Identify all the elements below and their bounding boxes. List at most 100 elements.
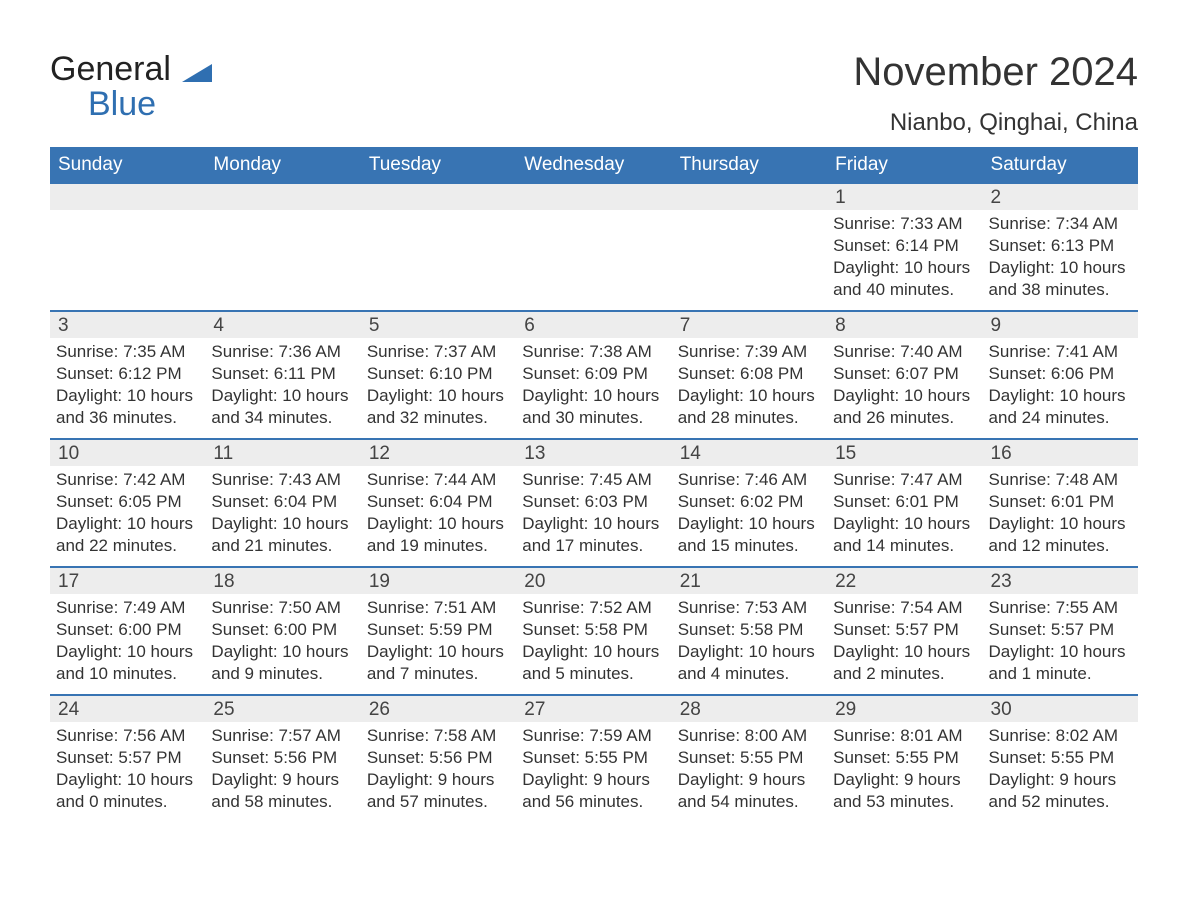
sunrise-text: Sunrise: 7:55 AM xyxy=(989,597,1132,619)
sunrise-text: Sunrise: 7:48 AM xyxy=(989,469,1132,491)
day-cell: 17Sunrise: 7:49 AMSunset: 6:00 PMDayligh… xyxy=(50,568,205,694)
sunrise-text: Sunrise: 7:38 AM xyxy=(522,341,665,363)
sunset-text: Sunset: 5:59 PM xyxy=(367,619,510,641)
day-cell: 8Sunrise: 7:40 AMSunset: 6:07 PMDaylight… xyxy=(827,312,982,438)
sunrise-text: Sunrise: 7:56 AM xyxy=(56,725,199,747)
sunset-text: Sunset: 5:55 PM xyxy=(989,747,1132,769)
sunset-text: Sunset: 6:07 PM xyxy=(833,363,976,385)
sunset-text: Sunset: 5:56 PM xyxy=(367,747,510,769)
dow-sunday: Sunday xyxy=(50,148,205,182)
sunset-text: Sunset: 5:57 PM xyxy=(989,619,1132,641)
day-number: 24 xyxy=(50,696,205,722)
dow-tuesday: Tuesday xyxy=(361,148,516,182)
day-number: 9 xyxy=(983,312,1138,338)
day-number: 27 xyxy=(516,696,671,722)
week-row: 1Sunrise: 7:33 AMSunset: 6:14 PMDaylight… xyxy=(50,182,1138,310)
day-cell: 6Sunrise: 7:38 AMSunset: 6:09 PMDaylight… xyxy=(516,312,671,438)
daylight-text: Daylight: 9 hours and 53 minutes. xyxy=(833,769,976,813)
day-number: 18 xyxy=(205,568,360,594)
day-number: 5 xyxy=(361,312,516,338)
sunrise-text: Sunrise: 7:57 AM xyxy=(211,725,354,747)
sunrise-text: Sunrise: 7:54 AM xyxy=(833,597,976,619)
sunrise-text: Sunrise: 7:45 AM xyxy=(522,469,665,491)
day-cell: 1Sunrise: 7:33 AMSunset: 6:14 PMDaylight… xyxy=(827,184,982,310)
sunset-text: Sunset: 6:04 PM xyxy=(367,491,510,513)
daylight-text: Daylight: 10 hours and 24 minutes. xyxy=(989,385,1132,429)
weeks-container: 1Sunrise: 7:33 AMSunset: 6:14 PMDaylight… xyxy=(50,182,1138,819)
sunset-text: Sunset: 5:56 PM xyxy=(211,747,354,769)
sunset-text: Sunset: 6:00 PM xyxy=(211,619,354,641)
day-cell: 13Sunrise: 7:45 AMSunset: 6:03 PMDayligh… xyxy=(516,440,671,566)
sunrise-text: Sunrise: 7:58 AM xyxy=(367,725,510,747)
day-number: 16 xyxy=(983,440,1138,466)
sunset-text: Sunset: 6:11 PM xyxy=(211,363,354,385)
day-number xyxy=(672,184,827,210)
week-row: 3Sunrise: 7:35 AMSunset: 6:12 PMDaylight… xyxy=(50,310,1138,438)
day-cell: 9Sunrise: 7:41 AMSunset: 6:06 PMDaylight… xyxy=(983,312,1138,438)
daylight-text: Daylight: 10 hours and 26 minutes. xyxy=(833,385,976,429)
week-row: 10Sunrise: 7:42 AMSunset: 6:05 PMDayligh… xyxy=(50,438,1138,566)
day-number: 20 xyxy=(516,568,671,594)
sunset-text: Sunset: 6:10 PM xyxy=(367,363,510,385)
day-of-week-header: Sunday Monday Tuesday Wednesday Thursday… xyxy=(50,147,1138,182)
sunrise-text: Sunrise: 7:53 AM xyxy=(678,597,821,619)
sunrise-text: Sunrise: 7:44 AM xyxy=(367,469,510,491)
sunrise-text: Sunrise: 7:43 AM xyxy=(211,469,354,491)
sunrise-text: Sunrise: 8:01 AM xyxy=(833,725,976,747)
sunrise-text: Sunrise: 7:37 AM xyxy=(367,341,510,363)
day-cell: 21Sunrise: 7:53 AMSunset: 5:58 PMDayligh… xyxy=(672,568,827,694)
day-cell: 19Sunrise: 7:51 AMSunset: 5:59 PMDayligh… xyxy=(361,568,516,694)
sunrise-text: Sunrise: 7:34 AM xyxy=(989,213,1132,235)
sunset-text: Sunset: 6:01 PM xyxy=(833,491,976,513)
day-cell xyxy=(516,184,671,310)
daylight-text: Daylight: 10 hours and 30 minutes. xyxy=(522,385,665,429)
sunset-text: Sunset: 5:57 PM xyxy=(833,619,976,641)
dow-friday: Friday xyxy=(827,148,982,182)
daylight-text: Daylight: 10 hours and 34 minutes. xyxy=(211,385,354,429)
day-cell: 23Sunrise: 7:55 AMSunset: 5:57 PMDayligh… xyxy=(983,568,1138,694)
daylight-text: Daylight: 9 hours and 52 minutes. xyxy=(989,769,1132,813)
sunrise-text: Sunrise: 7:33 AM xyxy=(833,213,976,235)
daylight-text: Daylight: 10 hours and 21 minutes. xyxy=(211,513,354,557)
daylight-text: Daylight: 10 hours and 7 minutes. xyxy=(367,641,510,685)
day-number xyxy=(205,184,360,210)
dow-saturday: Saturday xyxy=(983,148,1138,182)
day-number: 7 xyxy=(672,312,827,338)
day-number: 3 xyxy=(50,312,205,338)
day-number xyxy=(516,184,671,210)
day-cell: 25Sunrise: 7:57 AMSunset: 5:56 PMDayligh… xyxy=(205,696,360,819)
daylight-text: Daylight: 10 hours and 10 minutes. xyxy=(56,641,199,685)
day-cell: 5 Sunrise: 7:37 AMSunset: 6:10 PMDaylight… xyxy=(361,312,516,438)
calendar: Sunday Monday Tuesday Wednesday Thursday… xyxy=(50,147,1138,819)
daylight-text: Daylight: 10 hours and 22 minutes. xyxy=(56,513,199,557)
daylight-text: Daylight: 10 hours and 17 minutes. xyxy=(522,513,665,557)
day-cell: 20Sunrise: 7:52 AMSunset: 5:58 PMDayligh… xyxy=(516,568,671,694)
day-cell: 16Sunrise: 7:48 AMSunset: 6:01 PMDayligh… xyxy=(983,440,1138,566)
sunrise-text: Sunrise: 7:47 AM xyxy=(833,469,976,491)
day-number: 4 xyxy=(205,312,360,338)
sunrise-text: Sunrise: 7:36 AM xyxy=(211,341,354,363)
sunrise-text: Sunrise: 7:35 AM xyxy=(56,341,199,363)
sunset-text: Sunset: 6:00 PM xyxy=(56,619,199,641)
sunset-text: Sunset: 6:12 PM xyxy=(56,363,199,385)
day-number: 19 xyxy=(361,568,516,594)
day-cell: 24Sunrise: 7:56 AMSunset: 5:57 PMDayligh… xyxy=(50,696,205,819)
logo-triangle-icon xyxy=(182,52,212,91)
daylight-text: Daylight: 10 hours and 19 minutes. xyxy=(367,513,510,557)
dow-monday: Monday xyxy=(205,148,360,182)
daylight-text: Daylight: 10 hours and 1 minute. xyxy=(989,641,1132,685)
day-cell: 14Sunrise: 7:46 AMSunset: 6:02 PMDayligh… xyxy=(672,440,827,566)
day-number: 26 xyxy=(361,696,516,722)
day-number: 21 xyxy=(672,568,827,594)
daylight-text: Daylight: 9 hours and 54 minutes. xyxy=(678,769,821,813)
dow-wednesday: Wednesday xyxy=(516,148,671,182)
day-number: 6 xyxy=(516,312,671,338)
day-number: 10 xyxy=(50,440,205,466)
title-block: November 2024 Nianbo, Qinghai, China xyxy=(853,50,1138,137)
day-number: 22 xyxy=(827,568,982,594)
day-cell: 26Sunrise: 7:58 AMSunset: 5:56 PMDayligh… xyxy=(361,696,516,819)
daylight-text: Daylight: 10 hours and 32 minutes. xyxy=(367,385,510,429)
daylight-text: Daylight: 10 hours and 15 minutes. xyxy=(678,513,821,557)
day-number: 25 xyxy=(205,696,360,722)
daylight-text: Daylight: 10 hours and 36 minutes. xyxy=(56,385,199,429)
